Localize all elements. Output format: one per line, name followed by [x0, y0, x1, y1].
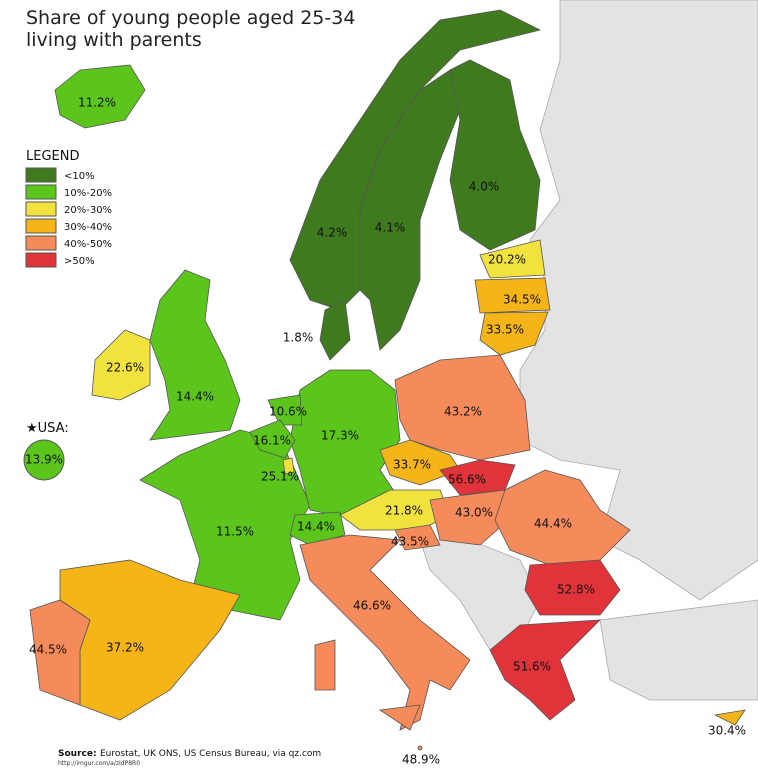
country — [359, 69, 461, 351]
value-label: 56.6% — [448, 473, 486, 487]
value-label: 52.8% — [557, 583, 595, 597]
legend-swatch — [25, 218, 57, 234]
country — [394, 524, 441, 551]
title: Share of young people aged 25-34 — [26, 7, 355, 29]
value-label: 25.1% — [261, 470, 299, 484]
usa-marker — [23, 439, 65, 481]
source-label: Source: — [58, 749, 97, 759]
value-label: 43.0% — [455, 506, 493, 520]
country — [54, 64, 146, 129]
legend-swatch — [25, 184, 57, 200]
value-label: 14.4% — [176, 390, 214, 404]
legend-label: <10% — [64, 171, 95, 182]
value-label: 11.5% — [216, 525, 254, 539]
legend-swatch — [25, 201, 57, 217]
value-label: 4.2% — [317, 226, 348, 240]
legend: LEGEND <10% 10%-20% 20%-30% 30%-40% 40%-50% >… — [25, 149, 112, 268]
value-label: 33.5% — [486, 323, 524, 337]
value-label: 51.6% — [513, 660, 551, 674]
legend-swatch — [25, 167, 57, 183]
country — [479, 239, 546, 279]
country — [713, 709, 746, 726]
value-label: 16.1% — [253, 434, 291, 448]
value-label: 14.4% — [297, 520, 335, 534]
value-label: 43.2% — [444, 405, 482, 419]
usa-label: 13.9% — [25, 453, 63, 467]
country — [149, 269, 241, 441]
land — [599, 599, 758, 701]
country — [394, 354, 531, 461]
country — [289, 369, 401, 521]
legend-swatch — [25, 252, 57, 268]
country — [494, 469, 631, 566]
legend-swatch — [25, 235, 57, 251]
country — [282, 457, 295, 475]
legend-label: 40%-50% — [64, 239, 112, 250]
country — [289, 9, 542, 311]
value-label: 11.2% — [78, 96, 116, 110]
country — [249, 419, 296, 459]
country — [91, 329, 151, 401]
value-label: 37.2% — [106, 641, 144, 655]
value-label: 4.0% — [469, 180, 500, 194]
value-label: 46.6% — [353, 599, 391, 613]
title: living with parents — [26, 29, 202, 51]
country — [474, 277, 551, 314]
value-label: 1.8% — [283, 331, 314, 345]
country — [479, 311, 549, 356]
country — [378, 704, 421, 731]
source-text: Eurostat, UK ONS, US Census Bureau, via … — [100, 749, 321, 759]
source-url: http://imgur.com/a/zIdP8R0 — [58, 760, 140, 767]
value-label: 33.7% — [393, 458, 431, 472]
country — [524, 559, 621, 616]
value-label: 30.4% — [708, 724, 746, 738]
value-label: 34.5% — [503, 293, 541, 307]
value-label: 21.8% — [385, 504, 423, 518]
legend-title: LEGEND — [26, 149, 79, 164]
value-label: 22.6% — [106, 361, 144, 375]
value-label: 43.5% — [391, 535, 429, 549]
value-label: 44.4% — [534, 517, 572, 531]
legend-label: 20%-30% — [64, 205, 112, 216]
value-label: 10.6% — [269, 405, 307, 419]
country — [439, 459, 516, 496]
country — [449, 59, 541, 251]
value-label: 44.5% — [29, 643, 67, 657]
value-label: 48.9% — [402, 753, 440, 767]
value-labels: 11.2% 4.2% 4.1% 4.0% 20.2% 34.5% 33.5% 1.8% 22.6… — [29, 96, 746, 767]
country — [314, 639, 336, 691]
country — [319, 299, 351, 361]
value-label: 4.1% — [375, 221, 406, 235]
country — [417, 745, 423, 751]
country — [267, 394, 303, 426]
legend-label: 10%-20% — [64, 188, 112, 199]
country — [29, 599, 91, 706]
value-label: 20.2% — [488, 253, 526, 267]
country — [299, 534, 471, 731]
country — [489, 619, 602, 721]
usa-title: ★USA: — [26, 421, 69, 436]
legend-label: >50% — [64, 256, 95, 267]
countries — [29, 9, 746, 751]
value-label: 17.3% — [321, 429, 359, 443]
legend-label: 30%-40% — [64, 222, 112, 233]
